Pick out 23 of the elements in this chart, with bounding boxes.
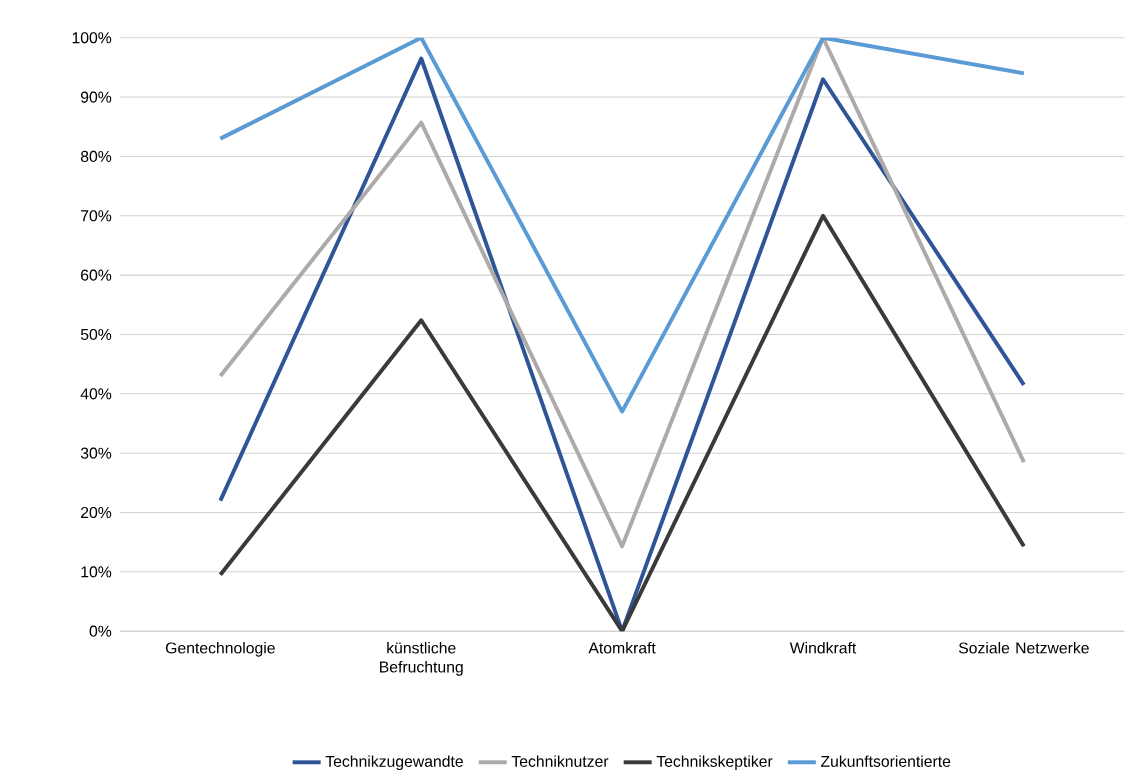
y-tick-label: 10% (81, 566, 112, 578)
y-tick-label: 30% (80, 447, 112, 459)
x-tick-label: Soziale Netzwerke (958, 641, 1089, 654)
line-series (218, 37, 1026, 549)
legend-label: Techniknutzer (511, 755, 609, 767)
y-tick-label: 0% (89, 625, 112, 637)
x-tick-label: künstliche Befruchtung (380, 641, 463, 676)
y-tick-label: 50% (80, 328, 112, 341)
y-tick-label: 60% (81, 269, 112, 281)
x-tick-label: Atomkraft (588, 641, 656, 654)
y-tick-label: 80% (80, 150, 112, 162)
line-series (218, 213, 1026, 632)
y-tick-label: 100% (72, 32, 112, 44)
legend-label: Zukunftsorientierte (820, 755, 951, 767)
y-tick-label: 90% (80, 91, 112, 103)
legend-label: Technikzugewandte (325, 755, 463, 771)
line-series (218, 37, 1026, 414)
y-tick-label: 40% (80, 388, 112, 400)
legend-label: Technikskeptiker (656, 755, 773, 771)
x-tick-label: Windkraft (789, 641, 857, 654)
y-tick-label: 70% (81, 210, 112, 222)
x-tick-label: Gentechnologie (165, 641, 275, 657)
y-tick-label: 20% (81, 506, 112, 519)
